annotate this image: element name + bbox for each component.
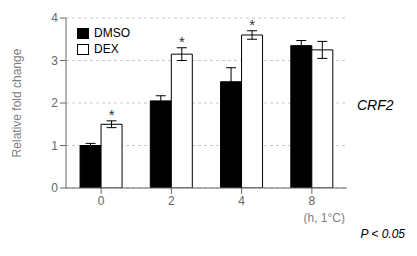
svg-text:*: *	[109, 106, 115, 123]
svg-text:3: 3	[51, 54, 58, 68]
svg-text:2: 2	[168, 194, 175, 208]
svg-text:8: 8	[309, 194, 316, 208]
svg-text:*: *	[179, 33, 185, 50]
svg-text:Relative fold change: Relative fold change	[10, 48, 24, 157]
svg-text:2: 2	[51, 96, 58, 110]
svg-text:0: 0	[51, 181, 58, 195]
svg-text:0: 0	[98, 194, 105, 208]
svg-text:(h, 1°C): (h, 1°C)	[304, 211, 345, 224]
html-text:DEX: DEX	[94, 42, 119, 56]
html-text:P < 0.05: P < 0.05	[360, 227, 405, 241]
html-text:CRF2: CRF2	[357, 97, 394, 114]
svg-text:*: *	[249, 16, 255, 33]
svg-text:1: 1	[51, 139, 58, 153]
svg-text:4: 4	[51, 11, 58, 25]
svg-text:4: 4	[238, 194, 245, 208]
html-text:DMSO: DMSO	[94, 26, 130, 40]
